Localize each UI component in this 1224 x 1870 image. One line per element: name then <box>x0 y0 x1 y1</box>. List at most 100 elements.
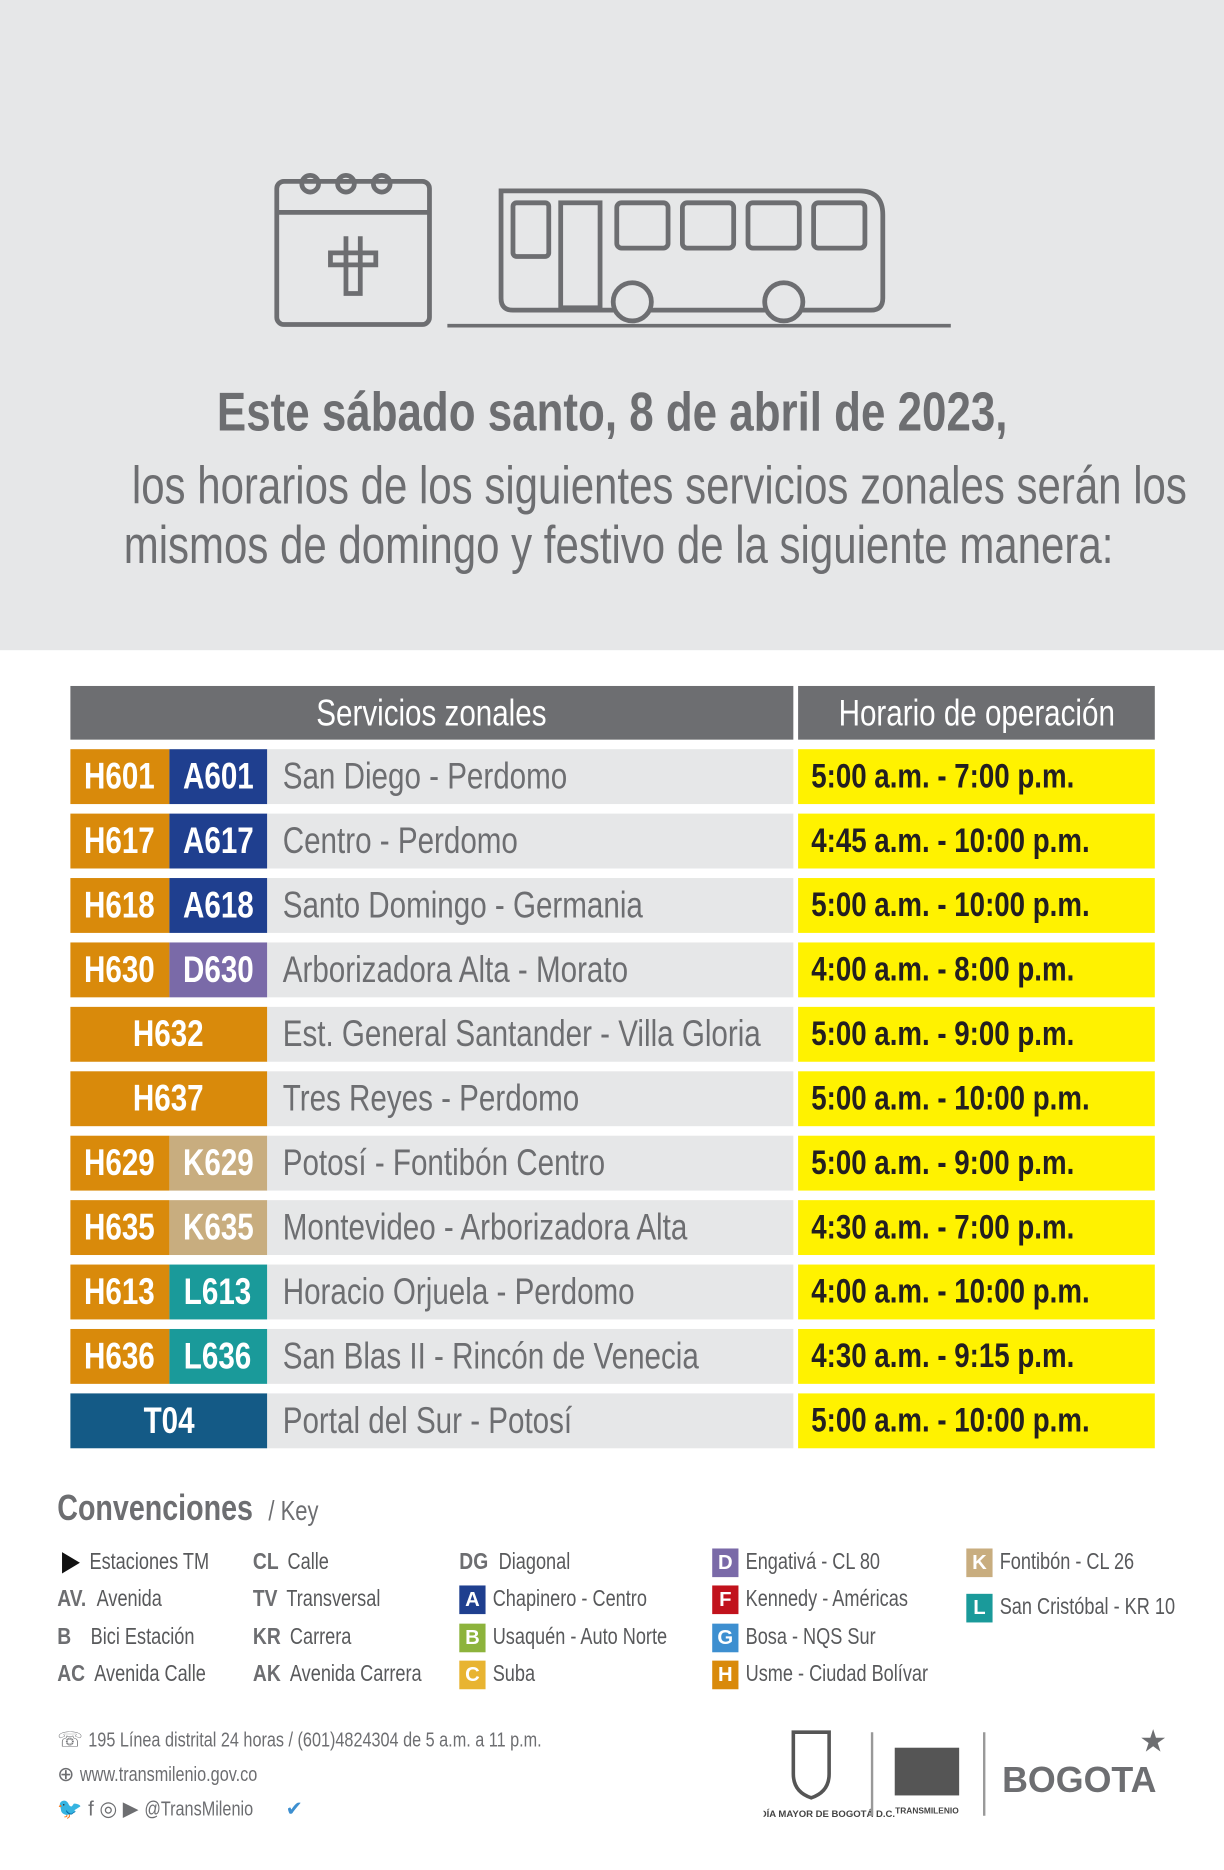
key-item: L San Cristóbal - KR 10 <box>966 1593 1219 1623</box>
key-item: AK Avenida Carrera <box>253 1660 455 1689</box>
code-text: A617 <box>182 819 254 862</box>
route-cell: Santo Domingo - Germania <box>267 878 794 933</box>
key-symbol: DG <box>459 1549 489 1575</box>
route-name: Potosí - Fontibón Centro <box>282 1141 606 1184</box>
code-text: H601 <box>84 755 155 797</box>
key-item: B Usaquén - Auto Norte <box>459 1623 710 1652</box>
title-row: Este sábado santo, 8 de abril de 2023, <box>0 379 1224 443</box>
subtitle-line: mismos de domingo y festivo de la siguie… <box>0 517 1224 577</box>
key-symbol: AV. <box>57 1587 87 1613</box>
key-item: CL Calle <box>253 1548 340 1577</box>
code-text: H630 <box>84 948 155 991</box>
route-cell: Est. General Santander - Villa Gloria <box>267 1006 794 1062</box>
route-code: H617 <box>70 813 169 869</box>
hours: 4:30 a.m. - 7:00 p.m. <box>811 1207 1075 1247</box>
route-code: L613 <box>168 1264 268 1320</box>
code-text: A618 <box>182 883 254 926</box>
hours: 4:00 a.m. - 10:00 p.m. <box>811 1272 1090 1311</box>
key-icon <box>62 1552 80 1574</box>
key-symbol: CL <box>252 1549 279 1575</box>
header-text: Servicios zonales <box>316 691 547 734</box>
route-code: H632 <box>70 1006 268 1062</box>
route-code: H637 <box>70 1071 268 1127</box>
code-text: D630 <box>182 948 254 991</box>
route-cell: Portal del Sur - Potosí <box>267 1393 794 1449</box>
star: ★ <box>1139 1723 1167 1758</box>
code-text: A601 <box>182 755 254 797</box>
hours-cell: 4:30 a.m. - 7:00 p.m. <box>798 1200 1155 1256</box>
key-item: G Bosa - NQS Sur <box>712 1623 908 1652</box>
route-cell: San Diego - Perdomo <box>267 749 794 805</box>
code-text: H632 <box>133 1012 205 1055</box>
key-label: Bosa - NQS Sur <box>745 1624 876 1650</box>
key-item: C Suba <box>459 1660 545 1690</box>
route-code: A618 <box>168 878 268 933</box>
logos: ALCALDÍA MAYOR DE BOGOTÁ D.C. TRANSMILEN… <box>764 1723 1168 1820</box>
route-cell: Arborizadora Alta - Morato <box>267 942 794 998</box>
hours: 5:00 a.m. - 7:00 p.m. <box>811 756 1075 796</box>
key-symbol: F <box>712 1585 739 1615</box>
route-code: H630 <box>70 942 169 998</box>
hours: 5:00 a.m. - 10:00 p.m. <box>811 1079 1090 1118</box>
title: Este sábado santo, 8 de abril de 2023, <box>216 380 1008 443</box>
hours: 5:00 a.m. - 9:00 p.m. <box>811 1014 1075 1053</box>
hours-cell: 4:00 a.m. - 8:00 p.m. <box>798 942 1155 998</box>
route-name: San Blas II - Rincón de Venecia <box>282 1334 699 1377</box>
key-symbol: B <box>57 1624 72 1650</box>
table-header: Servicios zonales <box>70 685 794 740</box>
key-label: Avenida Carrera <box>290 1661 423 1687</box>
key-symbol: B <box>459 1623 486 1652</box>
key-label: Avenida Calle <box>94 1661 207 1687</box>
key-label: Transversal <box>286 1587 381 1613</box>
route-name: Tres Reyes - Perdomo <box>282 1077 580 1120</box>
route-cell: Potosí - Fontibón Centro <box>267 1135 794 1191</box>
hours: 5:00 a.m. - 9:00 p.m. <box>811 1143 1075 1182</box>
code-text: L613 <box>184 1270 252 1313</box>
code-text: T04 <box>143 1399 195 1442</box>
key-symbol: L <box>966 1593 993 1623</box>
hours: 4:30 a.m. - 9:15 p.m. <box>811 1336 1075 1375</box>
key-label: San Cristóbal - KR 10 <box>999 1595 1176 1621</box>
key-item: F Kennedy - Américas <box>712 1585 948 1615</box>
route-name: Centro - Perdomo <box>282 819 518 862</box>
key-item: A Chapinero - Centro <box>459 1585 685 1615</box>
code-text: H635 <box>84 1206 155 1248</box>
code-text: H618 <box>84 883 155 926</box>
route-code: H618 <box>70 878 169 933</box>
logo-alcaldia: ALCALDÍA MAYOR DE BOGOTÁ D.C. <box>764 1809 896 1820</box>
key-item: TV Transversal <box>253 1586 404 1615</box>
key-item: AV. Avenida <box>57 1586 177 1615</box>
contact-line: ☏ 195 Línea distrital 24 horas / (601)48… <box>57 1723 655 1758</box>
key-label: Kennedy - Américas <box>745 1587 908 1613</box>
route-name: Montevideo - Arborizadora Alta <box>282 1206 688 1248</box>
route-code: T04 <box>70 1393 268 1449</box>
route-cell: Tres Reyes - Perdomo <box>267 1071 794 1127</box>
code-text: L636 <box>184 1334 252 1377</box>
route-name: Arborizadora Alta - Morato <box>282 948 629 991</box>
key-item: B Bici Estación <box>57 1623 220 1652</box>
code-text: K629 <box>182 1141 254 1184</box>
hours-cell: 5:00 a.m. - 10:00 p.m. <box>798 1071 1155 1127</box>
social: @TransMilenio <box>143 1797 253 1821</box>
logo-tm: TRANSMILENIO <box>895 1805 959 1815</box>
hours: 4:45 a.m. - 10:00 p.m. <box>811 821 1090 860</box>
route-code: H613 <box>70 1264 169 1320</box>
code-text: H629 <box>84 1141 155 1184</box>
route-code: L636 <box>168 1328 268 1384</box>
hours-cell: 5:00 a.m. - 7:00 p.m. <box>798 749 1155 805</box>
key-label: Estaciones TM <box>89 1549 210 1575</box>
route-name: Est. General Santander - Villa Gloria <box>282 1012 761 1055</box>
key-symbol: D <box>712 1548 739 1578</box>
route-code: A617 <box>168 813 268 869</box>
key-symbol: AC <box>57 1661 86 1687</box>
hours-cell: 4:00 a.m. - 10:00 p.m. <box>798 1264 1155 1320</box>
key-item: DG Diagonal <box>459 1548 587 1577</box>
route-name: Santo Domingo - Germania <box>282 883 643 926</box>
route-code: H601 <box>70 749 169 805</box>
header-text: Horario de operación <box>838 691 1115 734</box>
key-item: AC Avenida Calle <box>57 1660 234 1689</box>
table-header: Horario de operación <box>798 685 1155 740</box>
key-symbol: C <box>459 1660 486 1690</box>
key-label: Carrera <box>290 1624 352 1650</box>
route-name: Horacio Orjuela - Perdomo <box>282 1270 635 1313</box>
